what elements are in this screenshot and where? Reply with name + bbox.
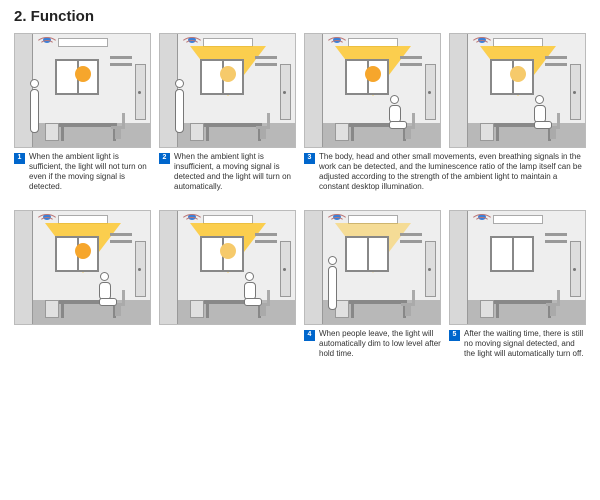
room-panel (304, 210, 441, 325)
shelf-icon (110, 233, 132, 249)
person-sitting-icon (532, 95, 556, 137)
door-icon (135, 64, 146, 120)
caption: 2 When the ambient light is insufficient… (159, 152, 296, 202)
person-leaving-icon (325, 256, 341, 316)
caption-text: The body, head and other small movements… (319, 152, 586, 202)
room-panel (14, 33, 151, 148)
cell-8: 5 After the waiting time, there is still… (449, 210, 586, 379)
caption: 4 When people leave, the light will auto… (304, 329, 441, 379)
step-badge: 4 (304, 330, 315, 341)
shelf-icon (255, 56, 277, 72)
desk-icon (59, 123, 117, 127)
sensor-wave-icon (325, 36, 343, 50)
room-panel (449, 210, 586, 325)
ceiling-light-icon (58, 38, 108, 47)
door-icon (280, 241, 291, 297)
cell-6 (159, 210, 296, 379)
caption: 5 After the waiting time, there is still… (449, 329, 586, 379)
caption-text: After the waiting time, there is still n… (464, 329, 586, 379)
caption-text: When the ambient light is sufficient, th… (29, 152, 151, 202)
sensor-wave-icon (470, 213, 488, 227)
step-badge: 5 (449, 330, 460, 341)
sensor-wave-icon (325, 213, 343, 227)
chair-icon (546, 292, 560, 316)
door-icon (135, 241, 146, 297)
cell-5 (14, 210, 151, 379)
desk-icon (494, 300, 552, 304)
sun-icon (365, 66, 381, 82)
sun-icon (75, 66, 91, 82)
desk-icon (204, 123, 262, 127)
chair-icon (111, 115, 125, 139)
room-panel (159, 210, 296, 325)
caption-text: When people leave, the light will automa… (319, 329, 441, 379)
door-icon (570, 241, 581, 297)
sensor-wave-icon (180, 36, 198, 50)
sun-icon (220, 243, 236, 259)
cabinet-icon (190, 123, 204, 141)
person-standing-icon (172, 79, 188, 139)
caption-text: When the ambient light is insufficient, … (174, 152, 296, 202)
room-panel (159, 33, 296, 148)
room-panel (14, 210, 151, 325)
sensor-wave-icon (180, 213, 198, 227)
step-badge: 1 (14, 153, 25, 164)
caption: 1 When the ambient light is sufficient, … (14, 152, 151, 202)
step-badge: 2 (159, 153, 170, 164)
panel-grid: 1 When the ambient light is sufficient, … (14, 33, 586, 379)
arrow-right-icon (150, 263, 151, 273)
caption: 3 The body, head and other small movemen… (304, 152, 586, 202)
cell-1: 1 When the ambient light is sufficient, … (14, 33, 151, 202)
section-title: 2. Function (14, 8, 586, 25)
chair-icon (256, 115, 270, 139)
shelf-icon (110, 56, 132, 72)
room-panel (449, 33, 586, 148)
sun-icon (75, 243, 91, 259)
person-sitting-icon (242, 272, 266, 314)
sun-icon (510, 66, 526, 82)
cell-2: 2 When the ambient light is insufficient… (159, 33, 296, 202)
person-sitting-icon (387, 95, 411, 137)
shelf-icon (400, 233, 422, 249)
desk-icon (349, 300, 407, 304)
person-standing-icon (27, 79, 43, 139)
door-icon (280, 64, 291, 120)
chair-icon (401, 292, 415, 316)
cabinet-icon (45, 300, 59, 318)
cell-3-4: 3 The body, head and other small movemen… (304, 33, 586, 202)
step-badge: 3 (304, 153, 315, 164)
door-icon (570, 64, 581, 120)
room-panel (304, 33, 441, 148)
sensor-wave-icon (35, 213, 53, 227)
shelf-icon (545, 56, 567, 72)
cabinet-icon (480, 123, 494, 141)
shelf-icon (400, 56, 422, 72)
door-icon (425, 241, 436, 297)
sensor-wave-icon (470, 36, 488, 50)
cabinet-icon (45, 123, 59, 141)
shelf-icon (255, 233, 277, 249)
door-icon (425, 64, 436, 120)
ceiling-light-icon (493, 215, 543, 224)
sensor-wave-icon (35, 36, 53, 50)
window-icon (490, 236, 534, 272)
cell-7: 4 When people leave, the light will auto… (304, 210, 441, 379)
window-icon (345, 236, 389, 272)
cabinet-icon (190, 300, 204, 318)
person-sitting-icon (97, 272, 121, 314)
shelf-icon (545, 233, 567, 249)
cabinet-icon (335, 123, 349, 141)
cabinet-icon (480, 300, 494, 318)
sun-icon (220, 66, 236, 82)
